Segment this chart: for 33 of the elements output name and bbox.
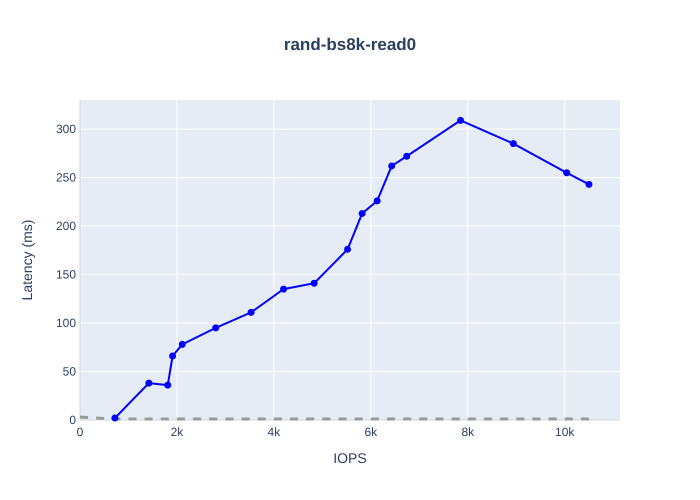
point <box>457 116 464 124</box>
chart-title: rand-bs8k-read0 <box>284 35 416 54</box>
x-tick-label: 6k <box>364 425 378 439</box>
point <box>374 197 381 204</box>
x-tick-label: 2k <box>170 425 184 439</box>
point <box>111 414 118 422</box>
y-tick-label: 250 <box>56 170 76 185</box>
x-tick-label: 4k <box>268 425 282 439</box>
point <box>248 308 255 316</box>
point <box>388 162 396 170</box>
x-tick-label: 10k <box>555 425 576 439</box>
y-tick-label: 100 <box>56 316 76 330</box>
point <box>164 382 172 389</box>
point <box>169 352 176 360</box>
point <box>280 286 288 293</box>
point <box>510 140 517 148</box>
y-axis-title: Latency (ms) <box>19 220 35 300</box>
point <box>310 280 318 287</box>
point <box>358 210 366 217</box>
point <box>212 324 220 332</box>
point <box>145 380 152 387</box>
y-tick-label: 150 <box>56 268 76 282</box>
y-tick-label: 0 <box>69 413 76 427</box>
point <box>563 169 570 176</box>
x-axis-title: IOPS <box>333 450 367 466</box>
y-tick-label: 50 <box>62 364 76 379</box>
x-tick-label: 8k <box>461 425 476 439</box>
point <box>403 152 410 160</box>
point <box>344 246 352 253</box>
point <box>585 180 592 188</box>
y-tick-label: 300 <box>56 122 76 136</box>
point <box>178 340 186 348</box>
y-tick-label: 200 <box>56 219 76 234</box>
